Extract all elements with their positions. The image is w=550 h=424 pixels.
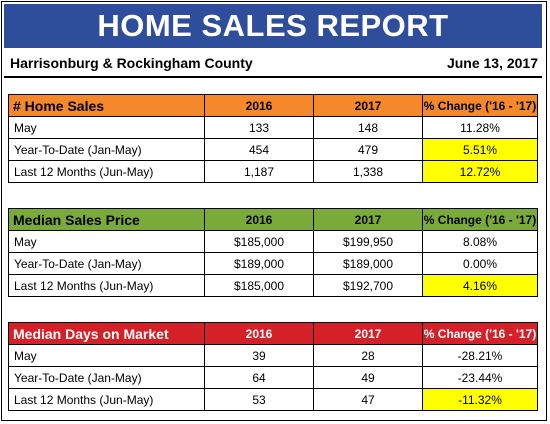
value-2016: 1,187 xyxy=(204,160,314,183)
column-header-2017: 2017 xyxy=(313,94,423,117)
table-header-row: # Home Sales 2016 2017 % Change ('16 - '… xyxy=(8,94,538,117)
column-header-2016: 2016 xyxy=(204,94,314,117)
value-change-highlighted: -11.32% xyxy=(422,388,538,411)
value-2017: 47 xyxy=(313,388,423,411)
table-row: May 133 148 11.28% xyxy=(8,116,538,139)
table-row: Year-To-Date (Jan-May) 64 49 -23.44% xyxy=(8,366,538,389)
report-date: June 13, 2017 xyxy=(446,55,538,71)
column-header-2017: 2017 xyxy=(313,208,423,231)
value-change-highlighted: 12.72% xyxy=(422,160,538,183)
column-header-2016: 2016 xyxy=(204,208,314,231)
value-2016: 454 xyxy=(204,138,314,161)
home-sales-table: # Home Sales 2016 2017 % Change ('16 - '… xyxy=(8,94,538,183)
value-change: -28.21% xyxy=(422,344,538,367)
value-change: -23.44% xyxy=(422,366,538,389)
value-change: 11.28% xyxy=(422,116,538,139)
value-2017: 28 xyxy=(313,344,423,367)
table-row: Year-To-Date (Jan-May) 454 479 5.51% xyxy=(8,138,538,161)
value-change: 0.00% xyxy=(422,252,538,275)
column-header-change: % Change ('16 - '17) xyxy=(422,322,538,345)
value-2016: 53 xyxy=(204,388,314,411)
value-2016: $185,000 xyxy=(204,274,314,297)
table-row: May $185,000 $199,950 8.08% xyxy=(8,230,538,253)
column-header-2017: 2017 xyxy=(313,322,423,345)
row-label: Last 12 Months (Jun-May) xyxy=(8,160,205,183)
table-row: Last 12 Months (Jun-May) 53 47 -11.32% xyxy=(8,388,538,411)
value-2017: $192,700 xyxy=(313,274,423,297)
region-label: Harrisonburg & Rockingham County xyxy=(10,55,253,71)
value-2016: 64 xyxy=(204,366,314,389)
report-subheader: Harrisonburg & Rockingham County June 13… xyxy=(10,52,538,74)
median-price-table: Median Sales Price 2016 2017 % Change ('… xyxy=(8,208,538,297)
value-2016: $185,000 xyxy=(204,230,314,253)
value-2016: 39 xyxy=(204,344,314,367)
value-2017: $189,000 xyxy=(313,252,423,275)
column-header-change: % Change ('16 - '17) xyxy=(422,208,538,231)
value-2017: 148 xyxy=(313,116,423,139)
row-label: Year-To-Date (Jan-May) xyxy=(8,138,205,161)
table-header-row: Median Sales Price 2016 2017 % Change ('… xyxy=(8,208,538,231)
row-label: Last 12 Months (Jun-May) xyxy=(8,388,205,411)
value-2016: $189,000 xyxy=(204,252,314,275)
table-row: Last 12 Months (Jun-May) 1,187 1,338 12.… xyxy=(8,160,538,183)
row-label: May xyxy=(8,116,205,139)
value-change: 8.08% xyxy=(422,230,538,253)
table-row: Year-To-Date (Jan-May) $189,000 $189,000… xyxy=(8,252,538,275)
table-row: Last 12 Months (Jun-May) $185,000 $192,7… xyxy=(8,274,538,297)
column-header-change: % Change ('16 - '17) xyxy=(422,94,538,117)
value-2017: 1,338 xyxy=(313,160,423,183)
divider xyxy=(4,76,542,78)
report-title: HOME SALES REPORT xyxy=(4,4,542,48)
value-2016: 133 xyxy=(204,116,314,139)
row-label: Last 12 Months (Jun-May) xyxy=(8,274,205,297)
column-header-2016: 2016 xyxy=(204,322,314,345)
row-label: May xyxy=(8,230,205,253)
section-heading: Median Days on Market xyxy=(8,322,205,345)
section-heading: Median Sales Price xyxy=(8,208,205,231)
value-2017: $199,950 xyxy=(313,230,423,253)
value-2017: 49 xyxy=(313,366,423,389)
row-label: Year-To-Date (Jan-May) xyxy=(8,252,205,275)
days-on-market-table: Median Days on Market 2016 2017 % Change… xyxy=(8,322,538,411)
table-row: May 39 28 -28.21% xyxy=(8,344,538,367)
row-label: May xyxy=(8,344,205,367)
value-change-highlighted: 5.51% xyxy=(422,138,538,161)
section-heading: # Home Sales xyxy=(8,94,205,117)
value-change-highlighted: 4.16% xyxy=(422,274,538,297)
row-label: Year-To-Date (Jan-May) xyxy=(8,366,205,389)
value-2017: 479 xyxy=(313,138,423,161)
table-header-row: Median Days on Market 2016 2017 % Change… xyxy=(8,322,538,345)
